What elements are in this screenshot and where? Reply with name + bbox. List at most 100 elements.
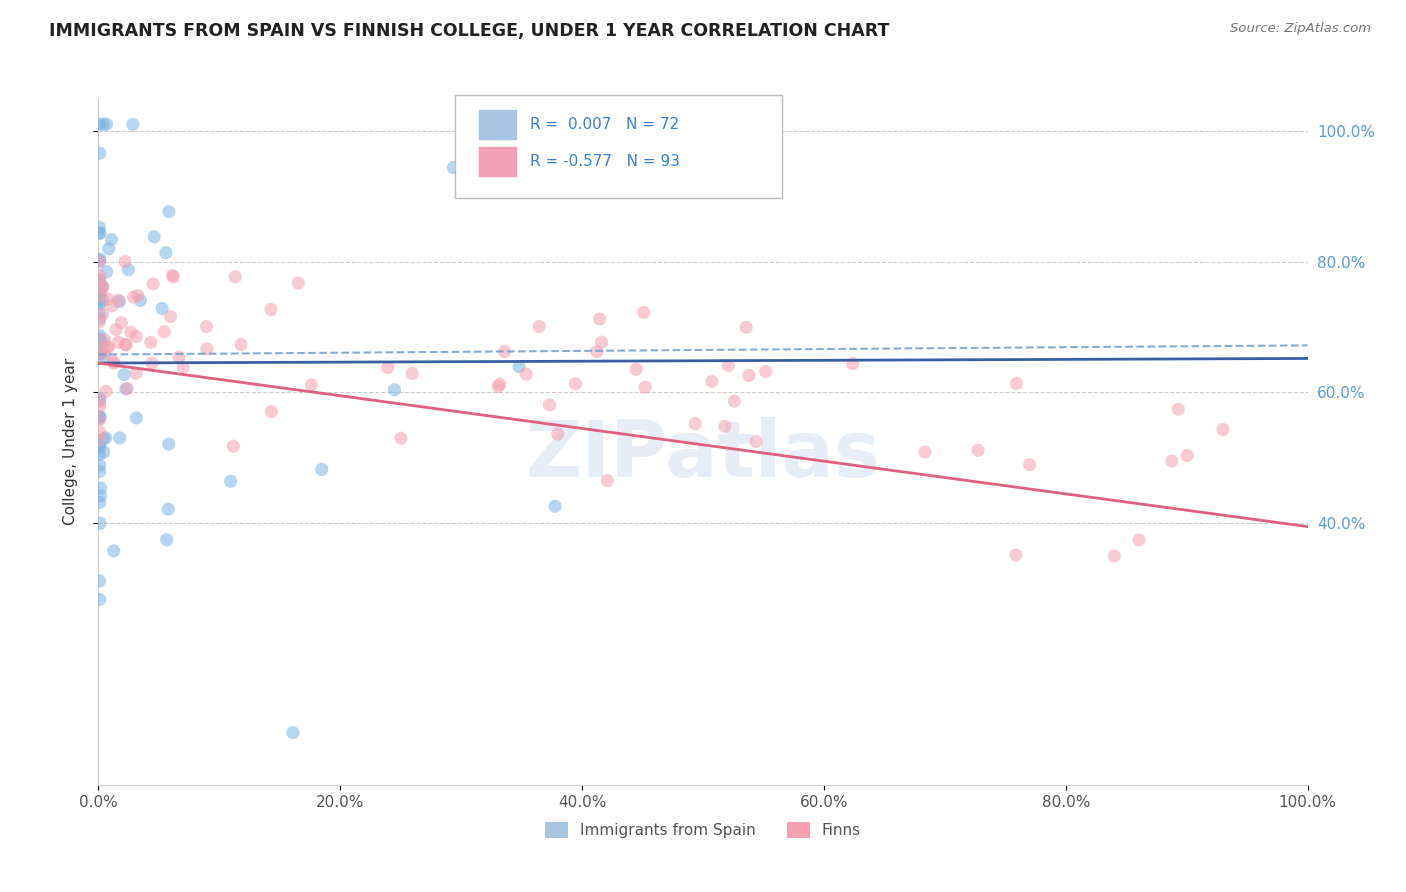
Point	[229, 337, 252, 351]
Point	[89, 277, 111, 292]
Point	[101, 299, 124, 313]
Point	[967, 443, 990, 458]
Point	[110, 316, 132, 330]
Point	[89, 332, 111, 346]
Point	[841, 357, 863, 371]
Point	[219, 474, 242, 488]
Point	[723, 394, 745, 409]
Point	[129, 293, 152, 308]
Text: Source: ZipAtlas.com: Source: ZipAtlas.com	[1230, 22, 1371, 36]
Point	[260, 302, 283, 317]
Point	[89, 117, 111, 131]
Point	[115, 382, 138, 396]
Point	[222, 439, 245, 453]
Text: R = -0.577   N = 93: R = -0.577 N = 93	[530, 153, 681, 169]
Point	[515, 367, 537, 381]
Point	[89, 574, 111, 588]
Point	[89, 393, 111, 408]
Point	[139, 335, 162, 350]
Point	[89, 328, 111, 343]
Point	[94, 384, 117, 399]
Point	[89, 346, 111, 360]
Point	[89, 447, 111, 461]
Point	[1175, 449, 1198, 463]
Point	[717, 359, 740, 373]
Point	[89, 289, 111, 303]
Point	[260, 404, 283, 418]
Point	[157, 204, 180, 219]
Point	[96, 117, 118, 131]
Point	[96, 265, 118, 279]
Point	[150, 301, 173, 316]
Point	[89, 273, 111, 287]
FancyBboxPatch shape	[456, 95, 782, 198]
Point	[127, 288, 149, 302]
Point	[91, 281, 114, 295]
Point	[90, 343, 112, 357]
Point	[162, 269, 184, 284]
Point	[564, 376, 586, 391]
Point	[1005, 548, 1028, 562]
Point	[89, 458, 111, 472]
Point	[155, 245, 177, 260]
Point	[120, 325, 142, 339]
Point	[162, 268, 184, 283]
Point	[281, 725, 304, 739]
Point	[122, 290, 145, 304]
Point	[634, 380, 657, 394]
Point	[547, 427, 569, 442]
Point	[125, 329, 148, 343]
Point	[94, 431, 117, 445]
Point	[125, 367, 148, 381]
Point	[488, 377, 510, 392]
Point	[1018, 458, 1040, 472]
Point	[103, 544, 125, 558]
Point	[596, 474, 619, 488]
Point	[89, 312, 111, 326]
Point	[89, 227, 111, 241]
Point	[96, 341, 118, 355]
Y-axis label: College, Under 1 year: College, Under 1 year	[63, 358, 77, 525]
Point	[384, 383, 406, 397]
Point	[89, 344, 111, 359]
Point	[714, 419, 737, 434]
Point	[89, 252, 111, 267]
Point	[142, 277, 165, 291]
Point	[538, 398, 561, 412]
Point	[107, 293, 129, 308]
Point	[89, 465, 111, 479]
Point	[114, 254, 136, 268]
Point	[157, 502, 180, 516]
Point	[89, 268, 111, 283]
Point	[755, 365, 778, 379]
Point	[89, 438, 111, 452]
Point	[389, 431, 412, 445]
Point	[89, 273, 111, 287]
Point	[591, 335, 613, 350]
Point	[89, 274, 111, 288]
Point	[117, 382, 139, 396]
Point	[401, 367, 423, 381]
Point	[443, 161, 465, 175]
Point	[624, 362, 647, 376]
Point	[486, 379, 509, 393]
Point	[93, 445, 115, 459]
Point	[157, 437, 180, 451]
Point	[299, 377, 322, 392]
Point	[143, 229, 166, 244]
Point	[195, 342, 218, 356]
Point	[89, 293, 111, 308]
Point	[105, 322, 128, 336]
Point	[103, 356, 125, 370]
Point	[1128, 533, 1150, 547]
Point	[100, 232, 122, 246]
Point	[103, 355, 125, 369]
Bar	[479, 110, 516, 138]
Point	[125, 411, 148, 425]
Point	[93, 335, 115, 350]
Point	[108, 294, 131, 309]
Point	[91, 293, 114, 308]
Point	[685, 417, 707, 431]
Point	[93, 117, 115, 131]
Point	[914, 445, 936, 459]
